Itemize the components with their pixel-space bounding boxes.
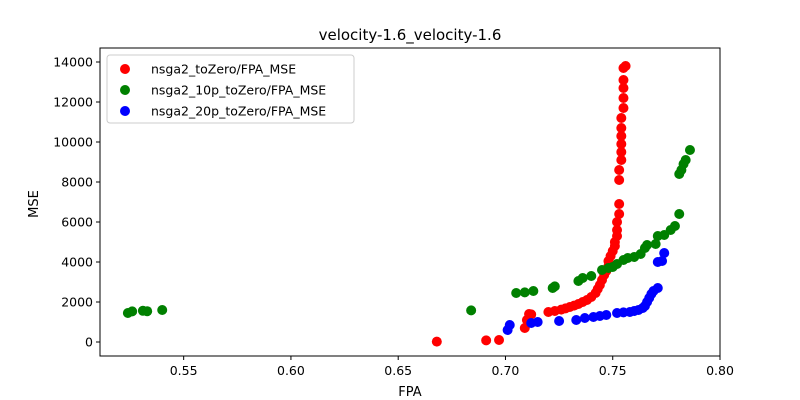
data-points-layer	[122, 61, 695, 347]
data-point	[674, 209, 685, 219]
y-tick-label: 0	[85, 335, 93, 350]
data-point	[612, 217, 623, 227]
data-point	[481, 335, 492, 346]
data-point	[616, 139, 627, 149]
data-point	[466, 305, 477, 316]
y-axis-label: MSE	[27, 190, 42, 218]
y-tick-label: 2000	[61, 295, 93, 310]
legend-label: nsga2_toZero/FPA_MSE	[151, 62, 296, 77]
x-axis-label: FPA	[398, 385, 421, 400]
data-point	[618, 83, 629, 93]
y-tick-label: 4000	[61, 255, 93, 270]
data-point	[659, 248, 670, 258]
data-point	[127, 306, 138, 317]
data-point	[577, 273, 588, 283]
data-point	[650, 239, 661, 249]
x-tick-label: 0.55	[170, 363, 198, 378]
y-axis-ticks: 0 2000 4000 6000 8000 10000 12000 14000	[53, 55, 100, 350]
data-point	[494, 335, 505, 345]
series-3-points	[502, 248, 670, 335]
legend-marker	[120, 64, 130, 74]
data-point	[504, 320, 515, 330]
y-tick-label: 14000	[53, 55, 93, 70]
data-point	[684, 145, 695, 155]
legend-label: nsga2_10p_toZero/FPA_MSE	[151, 83, 326, 98]
data-point	[528, 286, 539, 296]
data-point	[431, 336, 442, 347]
y-tick-label: 8000	[61, 175, 93, 190]
data-point	[618, 75, 629, 85]
legend-label: nsga2_20p_toZero/FPA_MSE	[151, 104, 326, 119]
data-point	[511, 288, 522, 298]
data-point	[586, 271, 597, 281]
data-point	[618, 103, 629, 113]
data-point	[614, 175, 625, 185]
y-tick-label: 6000	[61, 215, 93, 230]
data-point	[669, 221, 680, 231]
legend-marker	[120, 85, 130, 95]
x-tick-label: 0.75	[599, 363, 627, 378]
data-point	[616, 155, 627, 165]
data-point	[157, 305, 168, 315]
data-point	[612, 225, 623, 235]
data-point	[614, 199, 625, 209]
series-2-points	[122, 145, 695, 318]
data-point	[526, 309, 537, 320]
x-tick-label: 0.70	[492, 363, 520, 378]
data-point	[142, 306, 153, 317]
y-tick-label: 10000	[53, 135, 93, 150]
x-tick-label: 0.60	[277, 363, 305, 378]
data-point	[618, 93, 629, 103]
data-point	[532, 317, 543, 327]
data-point	[642, 240, 653, 250]
data-point	[579, 313, 590, 323]
plot-frame	[99, 47, 721, 357]
data-point	[549, 281, 560, 292]
data-point	[616, 113, 627, 123]
data-point	[616, 147, 627, 157]
data-point	[519, 287, 530, 298]
data-point	[616, 131, 627, 141]
x-tick-label: 0.65	[384, 363, 412, 378]
data-point	[680, 155, 691, 165]
legend: nsga2_toZero/FPA_MSE nsga2_10p_toZero/FPA…	[106, 54, 355, 124]
data-point	[554, 316, 565, 326]
data-point	[614, 209, 625, 219]
data-point	[657, 256, 668, 266]
series-1-points	[431, 61, 631, 347]
data-point	[614, 165, 625, 175]
data-point	[616, 123, 627, 133]
data-point	[571, 315, 582, 325]
x-axis-ticks: 0.55 0.60 0.65 0.70 0.75 0.80	[170, 356, 734, 378]
legend-box	[106, 54, 355, 124]
chart-title: velocity-1.6_velocity-1.6	[319, 26, 502, 45]
y-tick-label: 12000	[53, 95, 93, 110]
data-point	[620, 61, 631, 71]
data-point	[601, 310, 612, 320]
legend-marker	[120, 106, 130, 116]
data-point	[652, 283, 663, 293]
x-tick-label: 0.80	[706, 363, 734, 378]
